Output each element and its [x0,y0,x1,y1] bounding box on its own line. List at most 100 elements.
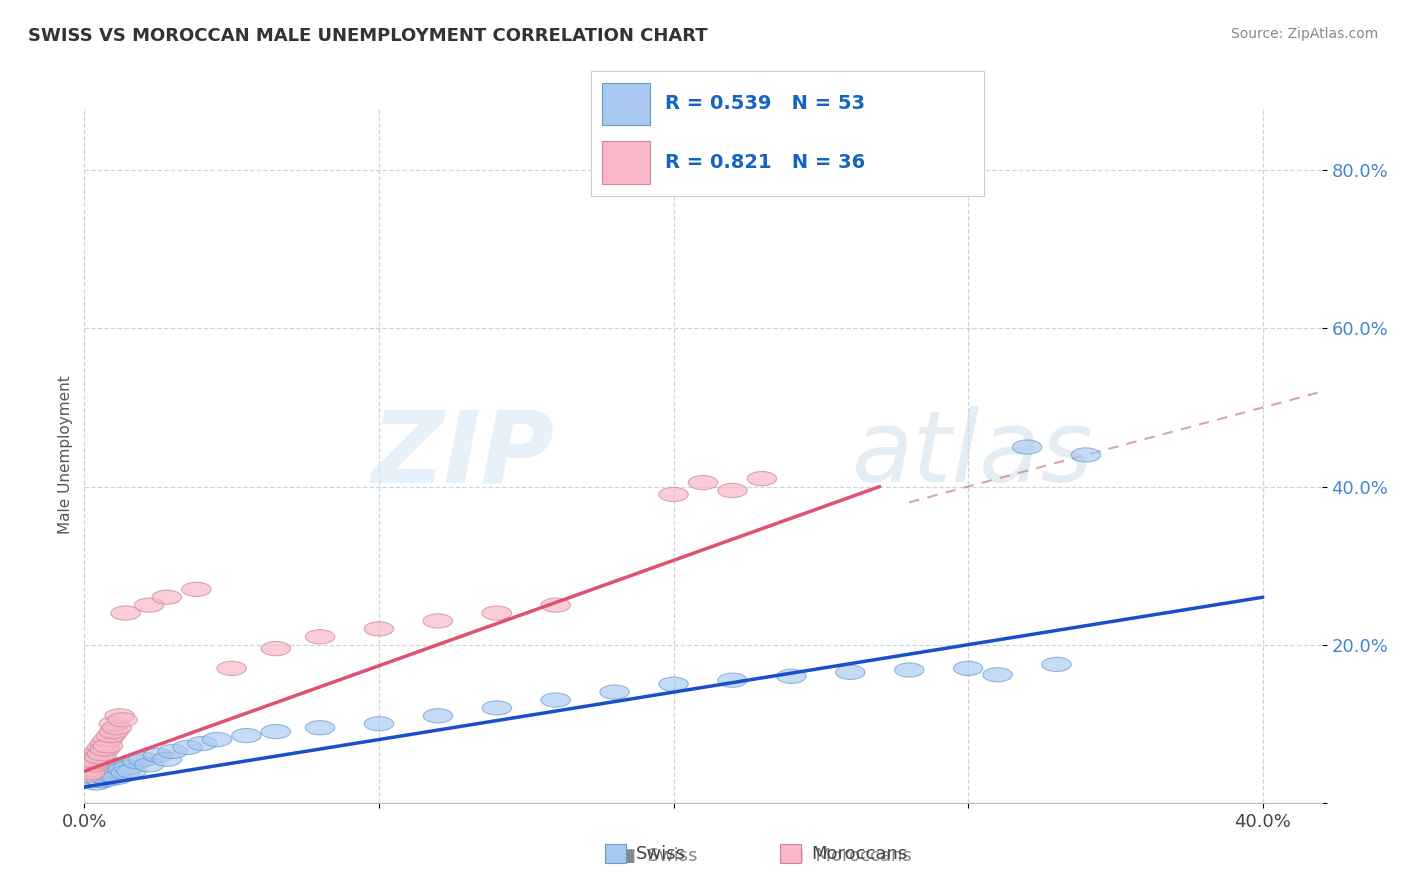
Ellipse shape [364,716,394,731]
Ellipse shape [90,742,120,756]
Ellipse shape [262,641,291,656]
Ellipse shape [76,765,105,780]
Ellipse shape [79,752,108,766]
Ellipse shape [541,598,571,612]
Text: Source: ZipAtlas.com: Source: ZipAtlas.com [1230,27,1378,41]
Ellipse shape [152,752,181,766]
Ellipse shape [82,776,111,790]
Ellipse shape [79,771,108,785]
Text: Swiss: Swiss [636,845,686,863]
Ellipse shape [217,661,246,675]
Ellipse shape [98,716,128,731]
Ellipse shape [894,663,924,677]
Ellipse shape [73,768,103,782]
Ellipse shape [98,724,128,739]
Ellipse shape [93,765,122,780]
Text: ZIP: ZIP [371,407,554,503]
Ellipse shape [305,630,335,644]
Ellipse shape [82,755,111,769]
Ellipse shape [105,709,135,723]
Ellipse shape [659,677,689,691]
Ellipse shape [983,667,1012,681]
Ellipse shape [79,757,108,772]
Ellipse shape [717,483,747,498]
Text: R = 0.821   N = 36: R = 0.821 N = 36 [665,153,866,172]
Ellipse shape [96,729,125,743]
Ellipse shape [117,764,146,779]
Ellipse shape [84,763,114,777]
Text: ■  Swiss: ■ Swiss [619,847,697,865]
Ellipse shape [659,487,689,501]
Ellipse shape [90,764,120,779]
Ellipse shape [953,661,983,675]
Ellipse shape [717,673,747,688]
Ellipse shape [143,748,173,763]
Ellipse shape [114,760,143,774]
Ellipse shape [87,768,117,782]
Ellipse shape [96,768,125,782]
Ellipse shape [93,732,122,747]
Ellipse shape [181,582,211,597]
Bar [602,141,650,184]
Ellipse shape [111,606,141,620]
Ellipse shape [423,614,453,628]
Ellipse shape [90,737,120,751]
Ellipse shape [79,760,108,774]
Text: Moroccans: Moroccans [811,845,907,863]
Ellipse shape [96,763,125,777]
Ellipse shape [87,773,117,788]
Ellipse shape [482,606,512,620]
Ellipse shape [98,760,128,774]
Ellipse shape [128,752,157,766]
Ellipse shape [73,768,103,782]
Ellipse shape [93,739,122,753]
Ellipse shape [152,591,181,605]
Ellipse shape [173,740,202,755]
Y-axis label: Male Unemployment: Male Unemployment [58,376,73,534]
Ellipse shape [187,737,217,751]
Ellipse shape [98,765,128,780]
Ellipse shape [232,729,262,743]
Ellipse shape [82,748,111,763]
Ellipse shape [689,475,717,490]
Bar [602,83,650,125]
Text: atlas: atlas [852,407,1092,503]
Ellipse shape [76,773,105,788]
Ellipse shape [84,750,114,764]
Text: R = 0.539   N = 53: R = 0.539 N = 53 [665,95,865,113]
Ellipse shape [90,770,120,784]
Ellipse shape [1071,448,1101,462]
Ellipse shape [103,721,132,735]
Ellipse shape [82,765,111,780]
Ellipse shape [600,685,630,699]
Ellipse shape [747,472,776,486]
Ellipse shape [1012,440,1042,454]
Ellipse shape [84,744,114,758]
Ellipse shape [93,772,122,786]
Ellipse shape [76,763,105,777]
Ellipse shape [423,709,453,723]
Ellipse shape [135,757,165,772]
Ellipse shape [262,724,291,739]
Ellipse shape [87,740,117,755]
Ellipse shape [76,764,105,779]
Text: ■  Moroccans: ■ Moroccans [787,847,912,865]
Ellipse shape [364,622,394,636]
Ellipse shape [111,765,141,780]
Ellipse shape [305,721,335,735]
Ellipse shape [541,693,571,707]
Ellipse shape [108,763,138,777]
Ellipse shape [103,771,132,785]
Ellipse shape [108,713,138,727]
Ellipse shape [157,744,187,758]
Text: SWISS VS MOROCCAN MALE UNEMPLOYMENT CORRELATION CHART: SWISS VS MOROCCAN MALE UNEMPLOYMENT CORR… [28,27,707,45]
Ellipse shape [202,732,232,747]
Ellipse shape [87,747,117,761]
Ellipse shape [835,665,865,680]
Ellipse shape [84,772,114,786]
Ellipse shape [135,598,165,612]
Ellipse shape [122,755,152,769]
Ellipse shape [776,669,806,683]
Ellipse shape [482,701,512,715]
Ellipse shape [1042,657,1071,672]
